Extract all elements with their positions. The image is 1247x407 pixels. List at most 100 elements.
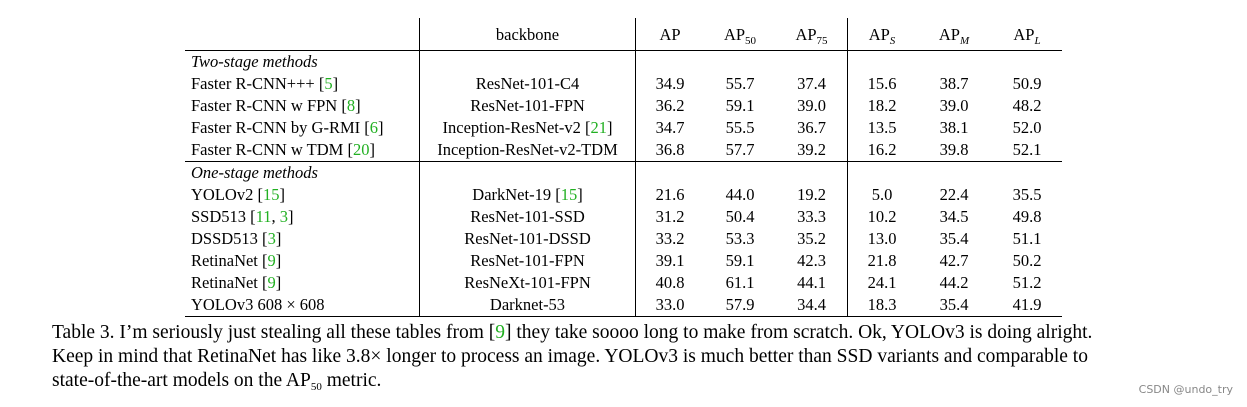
method-cell: YOLOv3 608 × 608 [185,294,420,317]
section-header-row: Two-stage methods [185,50,1062,74]
citation-link[interactable]: 6 [369,118,378,137]
section-blank-cell [776,51,848,74]
backbone-name: ResNet-101-FPN [470,96,585,115]
header-ap75: AP75 [776,18,848,51]
backbone-cell: ResNet-101-FPN [419,95,636,117]
value-ap50: 57.9 [704,294,776,317]
header-blank-cell [185,18,420,51]
method-cell: RetinaNet [9] [185,272,420,294]
value-ap50: 53.3 [725,229,755,248]
citation-link[interactable]: 5 [324,74,333,93]
section-blank-cell [704,161,776,184]
value-apl: 50.2 [1012,251,1042,270]
header-apm: APM [916,18,992,51]
results-table: backbone AP AP50 AP75 APS APM APL Two-st… [185,18,1062,317]
table-row: YOLOv2 [15] DarkNet-19 [15] 21.6 44.0 19.2 5.… [185,184,1062,206]
section-blank-cell [992,161,1062,184]
value-ap: 39.1 [635,250,704,272]
value-ap75: 35.2 [797,229,826,248]
caption-citation-link[interactable]: 9 [495,322,505,343]
method-cell: SSD513 [11, 3] [191,207,294,226]
value-aps: 18.2 [847,95,916,117]
backbone-cell: DarkNet-19 [15] [419,184,636,206]
method-name: Faster R-CNN+++ [ [191,74,325,93]
value-ap75: 37.4 [797,74,826,93]
method-name: Faster R-CNN by G-RMI [ [191,118,370,137]
section-backbone-blank [419,50,636,73]
value-ap: 36.8 [635,139,704,162]
value-ap75: 34.4 [776,294,848,317]
method-cell: DSSD513 [3] [185,228,420,250]
backbone-cell: ResNet-101-DSSD [419,228,636,250]
method-cell: YOLOv2 [15] [185,184,420,206]
section-blank-cell [635,161,704,184]
method-bracket: ] [275,273,282,292]
citation-link[interactable]: 9 [267,251,276,270]
section-blank-cell [847,50,916,73]
method-name: RetinaNet [ [191,251,268,270]
backbone-cell: ResNeXt-101-FPN [419,272,636,294]
method-name: DSSD513 [ [191,229,268,248]
citation-link[interactable]: 20 [352,140,370,159]
section-blank-cell [916,51,992,74]
value-aps: 13.0 [847,228,916,250]
table-row: RetinaNet [9] ResNet-101-FPN 39.1 59.1 42.3 2… [185,250,1062,272]
citation-link[interactable]: 15 [560,185,578,204]
value-ap50: 55.5 [725,118,755,137]
citation-link[interactable]: 9 [267,273,276,292]
table-row: DSSD513 [3] ResNet-101-DSSD 33.2 53.3 35.2 13… [185,228,1062,250]
value-ap75: 39.0 [797,96,826,115]
section-backbone-blank [419,161,636,184]
backbone-name: Darknet-53 [489,295,566,314]
value-aps: 15.6 [847,73,916,95]
section-title: One-stage methods [185,161,420,184]
backbone-name: Inception-ResNet-v2-TDM [437,140,618,159]
backbone-name: ResNet-101-DSSD [464,229,591,248]
section-blank-cell [704,51,776,74]
method-cell: Faster R-CNN by G-RMI [6] [185,117,420,139]
value-apl: 51.1 [1012,229,1042,248]
value-apl: 52.0 [1012,118,1042,137]
backbone-cell: Darknet-53 [419,294,636,317]
backbone-name: ResNeXt-101-FPN [464,273,591,292]
citation-link[interactable]: 3 [267,229,276,248]
method-cell: RetinaNet [9] [185,250,420,272]
value-apl: 48.2 [1012,96,1042,115]
value-ap: 36.2 [635,95,704,117]
citation-link[interactable]: 3 [279,207,289,226]
value-ap50: 50.4 [725,207,755,226]
value-ap: 33.0 [635,294,704,317]
section-header-row: One-stage methods [185,161,1062,184]
citation-link[interactable]: 8 [346,96,356,115]
backbone-name: ResNet-101-SSD [470,207,585,226]
method-cell: Faster R-CNN+++ [5] [185,73,420,95]
citation-link[interactable]: 11 [255,207,272,226]
value-aps: 10.2 [847,206,916,228]
citation-link[interactable]: 21 [590,118,608,137]
value-ap75: 19.2 [797,185,826,204]
method-name: SSD513 [ [191,207,256,226]
value-aps: 24.1 [847,272,916,294]
method-bracket: ] [332,74,339,93]
value-apm: 22.4 [939,185,969,204]
table-row: Faster R-CNN+++ [5] ResNet-101-C4 34.9 55.7… [185,73,1062,95]
header-ap50: AP50 [704,18,776,51]
method-bracket: ] [275,229,282,248]
value-ap: 33.2 [635,228,704,250]
value-ap75: 44.1 [797,273,826,292]
method-bracket: ] [369,140,375,159]
method-bracket: ] [275,251,282,270]
method-name: YOLOv2 [ [191,185,263,204]
value-aps: 18.3 [847,294,916,317]
table-body: Two-stage methods Faster R-CNN+++ [5] ResN… [185,50,1062,317]
value-apm: 38.7 [939,74,969,93]
table-caption: Table 3. I’m seriously just stealing all… [52,321,1192,393]
section-blank-cell [635,50,704,73]
citation-link[interactable]: 15 [262,185,280,204]
value-aps: 13.5 [847,117,916,139]
value-apm: 39.0 [939,96,969,115]
backbone-cell: ResNet-101-SSD [419,206,636,228]
method-name: RetinaNet [ [191,273,268,292]
header-backbone: backbone [419,18,636,51]
